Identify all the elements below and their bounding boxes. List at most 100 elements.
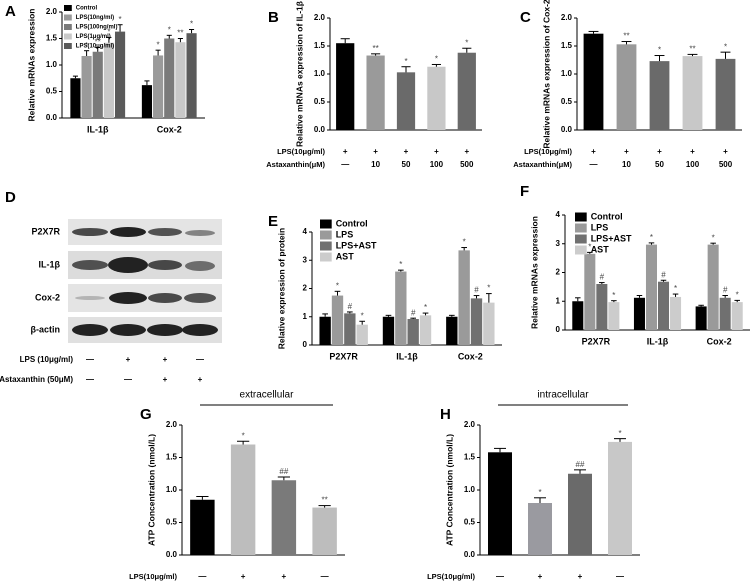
significance-mark: ** (322, 496, 328, 505)
condition-label: LPS(10μg/ml) (129, 572, 177, 581)
condition-value: + (538, 572, 543, 581)
significance-mark: * (107, 28, 110, 37)
y-tick-label: 1.0 (464, 485, 476, 494)
bar (707, 244, 719, 330)
significance-mark: # (348, 302, 353, 311)
y-axis-label: Relative expression of protein (276, 228, 286, 349)
condition-value: — (86, 355, 94, 364)
y-tick-label: 1.0 (314, 69, 326, 78)
legend-swatch (320, 252, 332, 262)
condition-label: Astaxanthin(μM) (513, 160, 572, 169)
bar (395, 271, 407, 345)
bar (719, 297, 731, 330)
y-tick-label: 1.5 (561, 41, 573, 50)
x-tick-label: P2X7R (582, 336, 611, 346)
blot-label: β-actin (31, 324, 61, 334)
panel-letter: D (5, 189, 16, 206)
y-tick-label: 0.0 (46, 113, 58, 122)
panel-letter: A (5, 3, 16, 20)
condition-value: 50 (402, 160, 411, 169)
condition-value: 500 (719, 160, 733, 169)
condition-label: Astaxanthin (50μM) (0, 375, 73, 384)
bar (483, 302, 495, 345)
significance-mark: * (435, 55, 438, 64)
legend-swatch (320, 219, 332, 229)
bar (153, 55, 164, 118)
bar (608, 441, 632, 555)
y-tick-label: 0 (556, 325, 561, 334)
significance-mark: * (465, 38, 468, 47)
y-tick-label: 1.0 (46, 60, 58, 69)
significance-mark: * (424, 303, 427, 312)
bar (458, 250, 470, 345)
bar (583, 33, 604, 130)
bar (608, 302, 620, 330)
y-tick-label: 2 (556, 268, 561, 277)
legend-swatch (64, 14, 72, 21)
bar (568, 473, 592, 555)
significance-mark: # (723, 286, 728, 295)
x-tick-label: Cox-2 (458, 351, 483, 361)
condition-value: — (616, 572, 624, 581)
y-tick-label: 0.0 (464, 550, 476, 559)
y-tick-label: 4 (556, 210, 561, 219)
y-tick-label: 4 (303, 227, 308, 236)
legend-swatch (64, 24, 72, 30)
y-tick-label: 1 (303, 312, 308, 321)
condition-value: + (434, 147, 439, 156)
bar (407, 319, 419, 345)
significance-mark: * (487, 284, 490, 293)
condition-label: LPS(10μg/ml) (524, 147, 572, 156)
bands (72, 227, 218, 336)
condition-value: + (624, 147, 629, 156)
chart-title: extracellular (240, 390, 295, 401)
y-tick-label: 2.0 (46, 7, 58, 16)
significance-mark: * (336, 281, 339, 290)
significance-mark: * (538, 488, 541, 497)
bar (572, 301, 584, 330)
significance-mark: ## (279, 467, 288, 476)
bar (186, 33, 197, 119)
significance-mark: * (658, 46, 661, 55)
western-blot: P2X7R IL-1β Cox-2 β-actin (31, 219, 222, 343)
significance-mark: * (674, 284, 677, 293)
bar (670, 296, 682, 330)
y-tick-label: 1.5 (314, 41, 326, 50)
bar (616, 44, 637, 130)
blot-label: Cox-2 (35, 292, 60, 302)
significance-mark: * (399, 260, 402, 269)
condition-value: + (404, 147, 409, 156)
y-tick-label: 3 (556, 239, 561, 248)
bar (658, 281, 670, 330)
charts: A 0.0 0.5 1.0 1.5 2.0 Relative mRNAs expressio… (5, 0, 750, 586)
y-tick-label: 1.5 (166, 453, 178, 462)
y-tick-label: 0.5 (561, 97, 573, 106)
legend-swatch (64, 5, 72, 11)
significance-mark: # (474, 286, 479, 295)
bar (715, 58, 736, 130)
bar (312, 507, 337, 555)
significance-mark: * (712, 233, 715, 242)
panel-letter: G (140, 406, 152, 423)
bar (366, 55, 385, 130)
y-tick-label: 0.5 (166, 518, 178, 527)
condition-label: LPS (10μg/ml) (20, 355, 74, 364)
legend-label: Control (76, 6, 98, 12)
legend-label: Control (591, 211, 623, 221)
condition-label: LPS(10μg/ml) (277, 147, 325, 156)
condition-label: Astaxanthin(50μM) (110, 585, 178, 586)
y-axis-label: ATP Concentration (nmol/L) (146, 434, 156, 546)
bar (446, 316, 458, 345)
legend-label: LPS(10ng/ml) (76, 15, 114, 21)
significance-mark: ** (372, 44, 378, 53)
condition-value: — (86, 375, 94, 384)
legend-label: AST (591, 244, 610, 254)
bar (344, 313, 356, 345)
bar (633, 297, 645, 330)
significance-mark: * (157, 40, 160, 49)
y-tick-label: 1 (556, 296, 561, 305)
bar (396, 72, 416, 130)
bar (114, 31, 126, 118)
y-tick-label: 0.5 (464, 518, 476, 527)
